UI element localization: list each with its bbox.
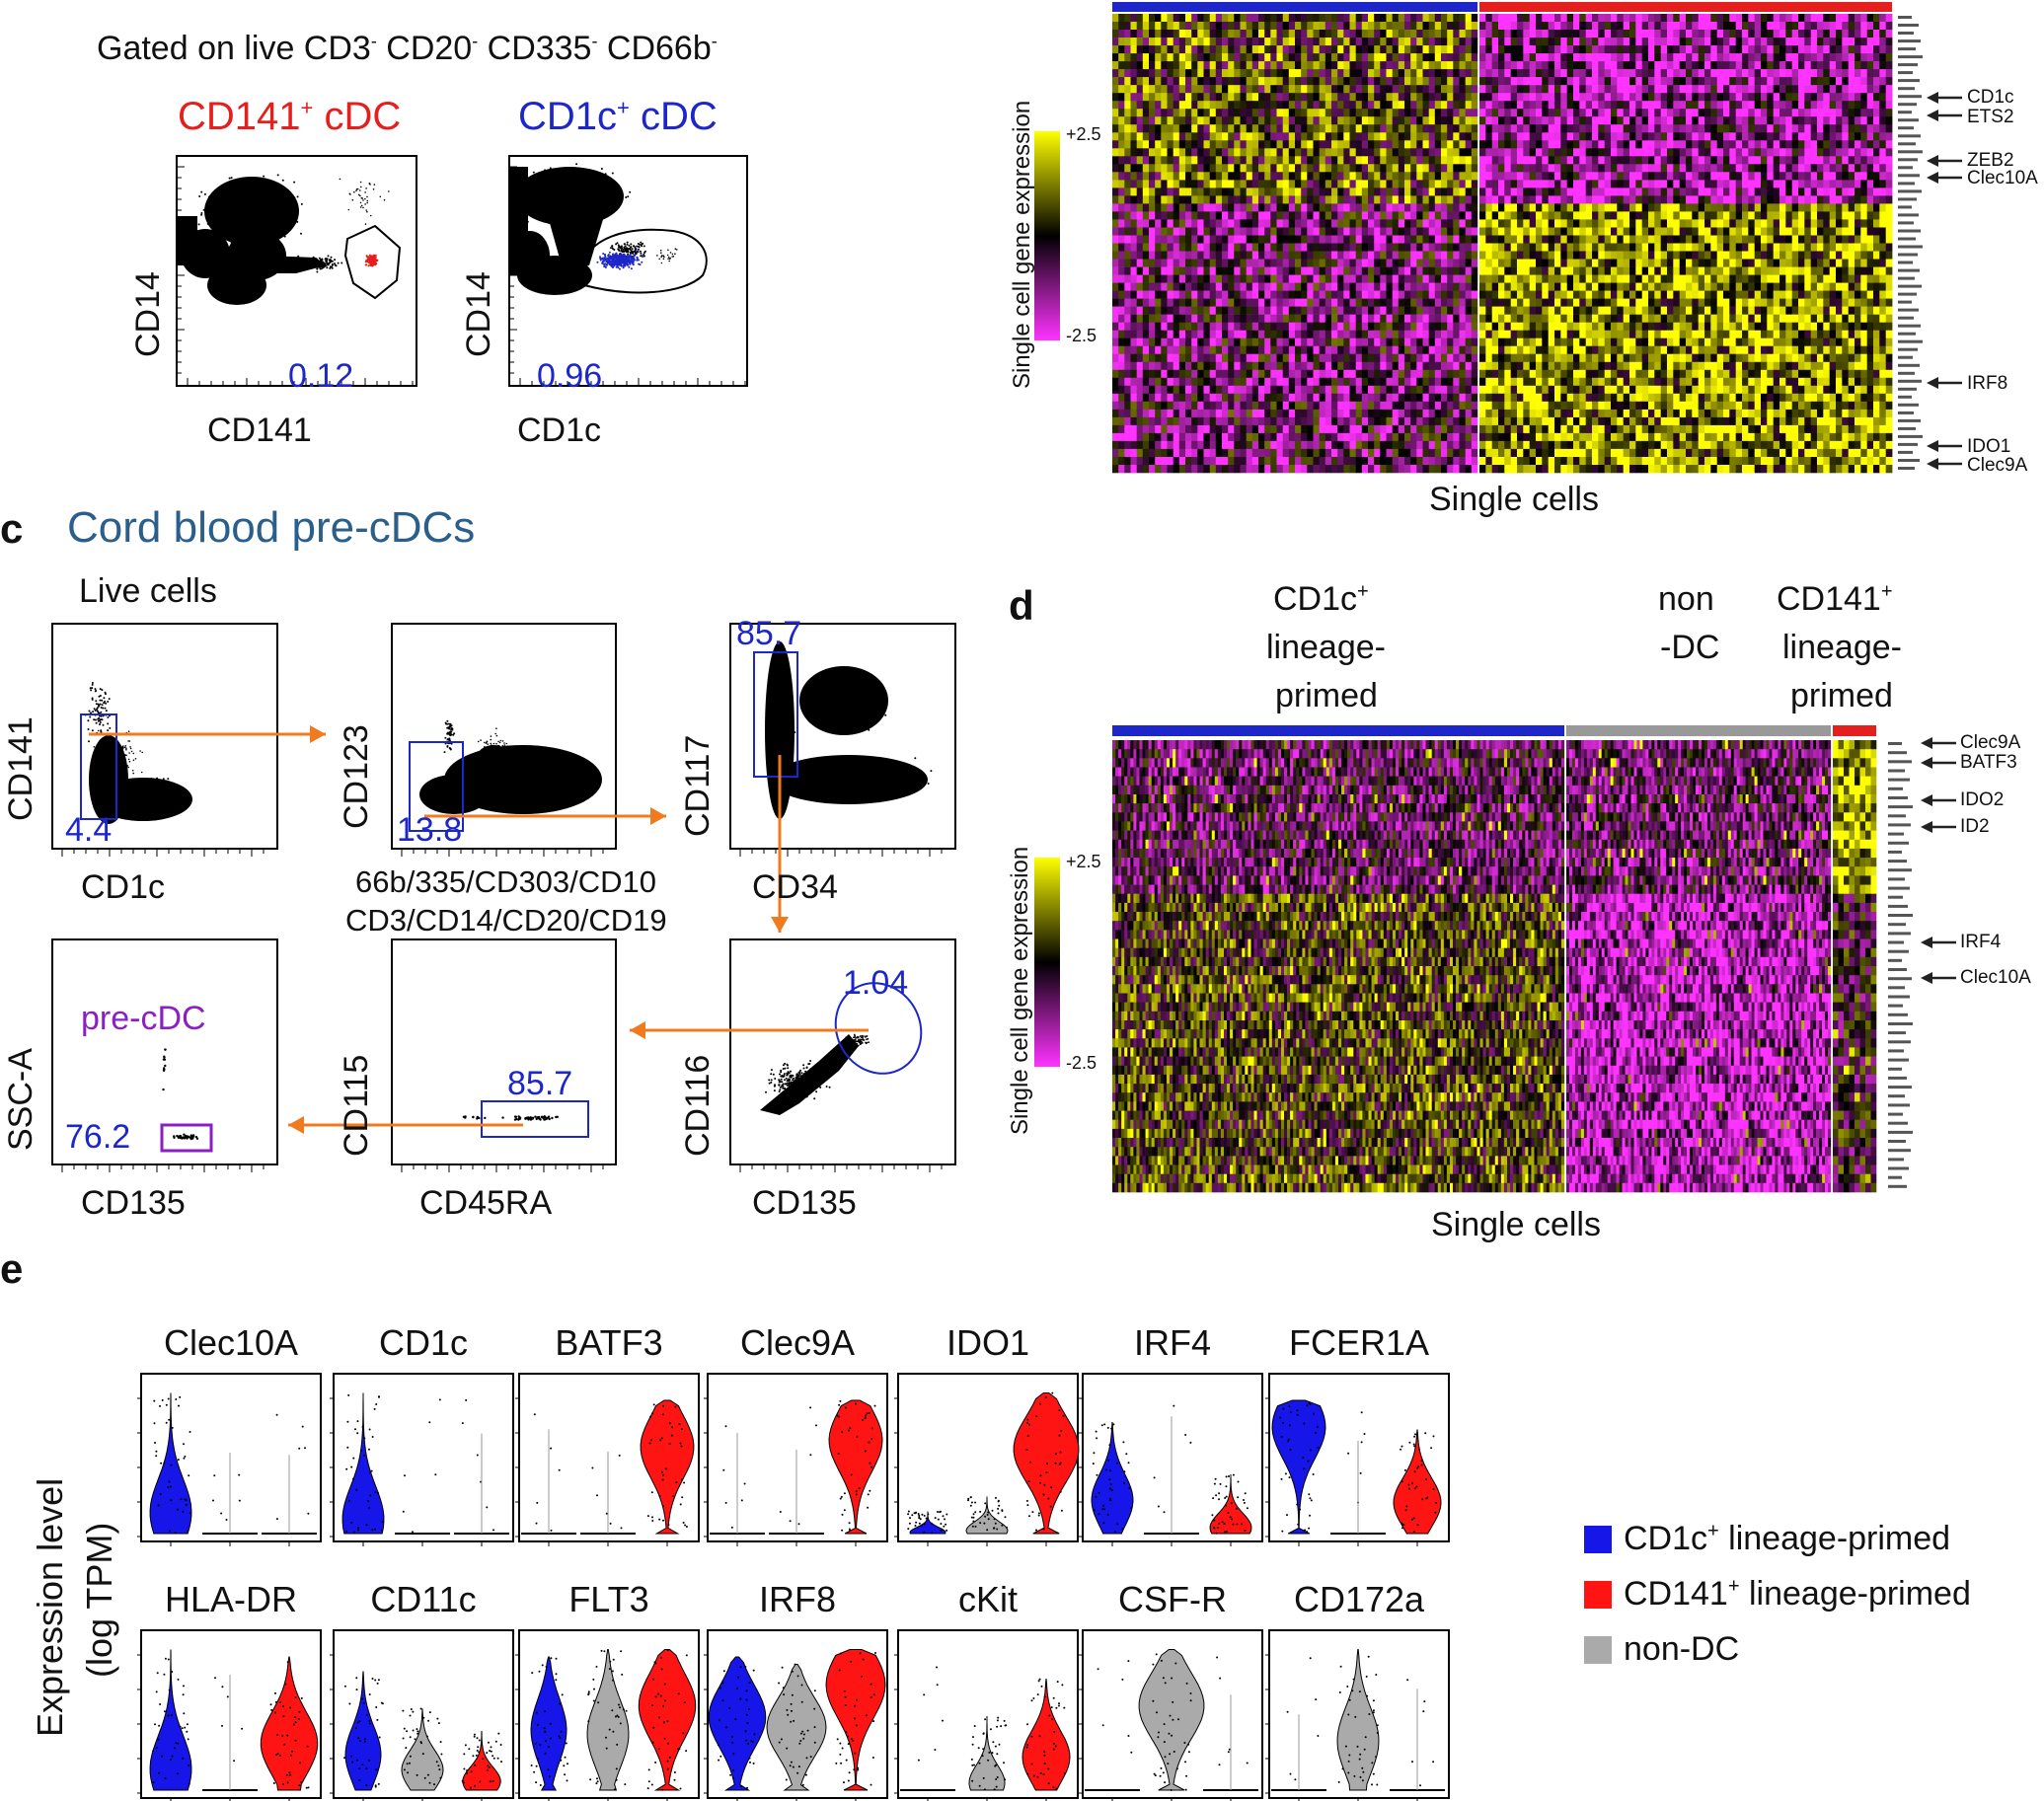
violin-plot-cd172a [1265, 1629, 1450, 1801]
violin-plot-cd11c [330, 1629, 514, 1801]
violin-plot-hla-dr [137, 1629, 322, 1801]
legend-swatch-cd1c [1584, 1526, 1612, 1553]
violin-plot-clec9a [704, 1373, 888, 1546]
violin-plot-clec10a [137, 1373, 322, 1546]
legend-swatch-cd141 [1584, 1581, 1612, 1609]
legend-label-cd141: CD141+ lineage-primed [1624, 1575, 1971, 1613]
violin-plot-csf-r [1079, 1629, 1263, 1801]
violin-plot-flt3 [515, 1629, 700, 1801]
legend-label-cd1c: CD1c+ lineage-primed [1624, 1520, 1950, 1558]
violin-plot-batf3 [515, 1373, 700, 1546]
violin-plot-cd1c [330, 1373, 514, 1546]
violin-plot-ido1 [894, 1373, 1080, 1546]
violin-plot-ckit [894, 1629, 1079, 1801]
violin-plot-irf8 [704, 1629, 888, 1801]
legend-label-nondc: non-DC [1624, 1630, 1739, 1669]
legend-swatch-nondc [1584, 1636, 1612, 1664]
violin-plot-irf4 [1079, 1373, 1263, 1546]
violin-plot-fcer1a [1265, 1373, 1450, 1546]
